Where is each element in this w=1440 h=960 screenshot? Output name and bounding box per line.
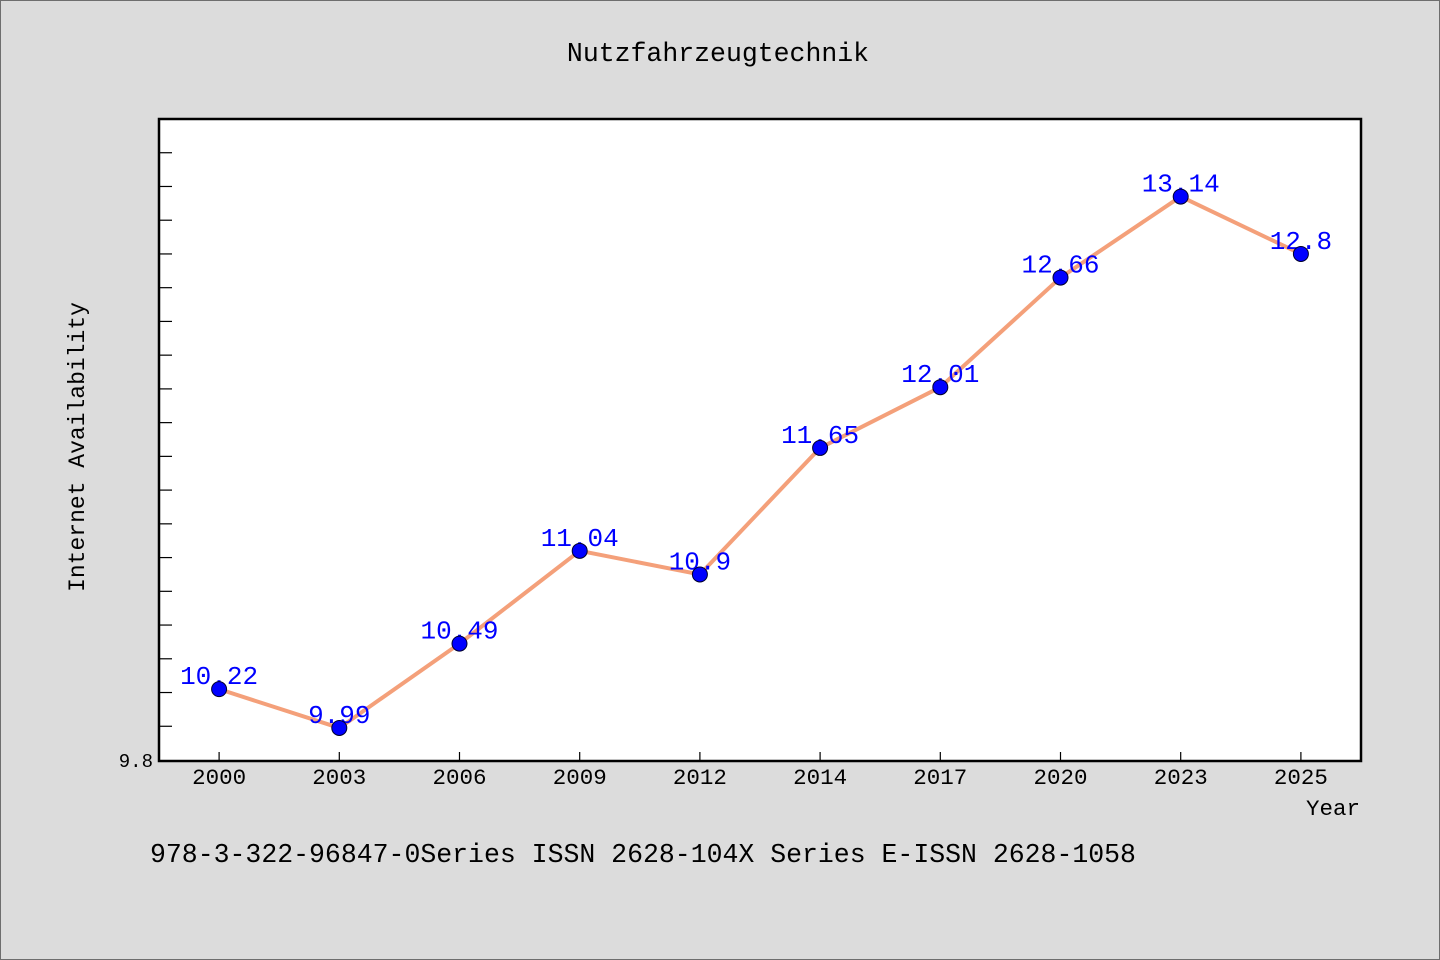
plot-area <box>157 117 1363 763</box>
data-point-2017 <box>932 379 949 396</box>
data-point-2006 <box>451 635 468 652</box>
data-point-2014 <box>812 439 829 456</box>
data-point-2023 <box>1172 188 1189 205</box>
y-tick-label: 9.8 <box>119 751 153 773</box>
x-axis-ticks: 2000 2003 2006 2009 2012 2014 2017 2020 2023 2025 <box>192 752 1328 791</box>
data-point-2020 <box>1052 269 1069 286</box>
data-point-2000 <box>211 681 228 698</box>
chart-footnote: 978-3-322-96847-0Series ISSN 2628-104X S… <box>150 840 1136 870</box>
chart-title: Nutzfahrzeugtechnik <box>567 39 869 69</box>
y-axis-label: Internet Availability <box>65 302 91 592</box>
series-line <box>217 194 1303 730</box>
x-tick-label-2000: 2000 <box>192 765 246 791</box>
x-tick-label-2025: 2025 <box>1274 765 1328 791</box>
x-tick-label-2014: 2014 <box>793 765 847 791</box>
data-point-2025 <box>1292 245 1309 262</box>
x-tick-label-2003: 2003 <box>312 765 366 791</box>
data-points <box>211 188 1309 736</box>
data-labels: 10.229.9910.4911.0410.911.6512.0112.6613… <box>180 170 1332 731</box>
data-point-2003 <box>331 719 348 736</box>
x-tick-label-2009: 2009 <box>553 765 607 791</box>
y-axis-ticks: 9.8 <box>119 152 172 773</box>
x-tick-label-2006: 2006 <box>432 765 486 791</box>
x-tick-label-2023: 2023 <box>1154 765 1208 791</box>
x-tick-label-2020: 2020 <box>1033 765 1087 791</box>
x-axis-label: Year <box>1306 796 1360 822</box>
data-point-2009 <box>571 542 588 559</box>
series-line-layer <box>217 194 1303 730</box>
data-point-2012 <box>691 566 708 583</box>
x-tick-label-2012: 2012 <box>673 765 727 791</box>
x-tick-label-2017: 2017 <box>913 765 967 791</box>
